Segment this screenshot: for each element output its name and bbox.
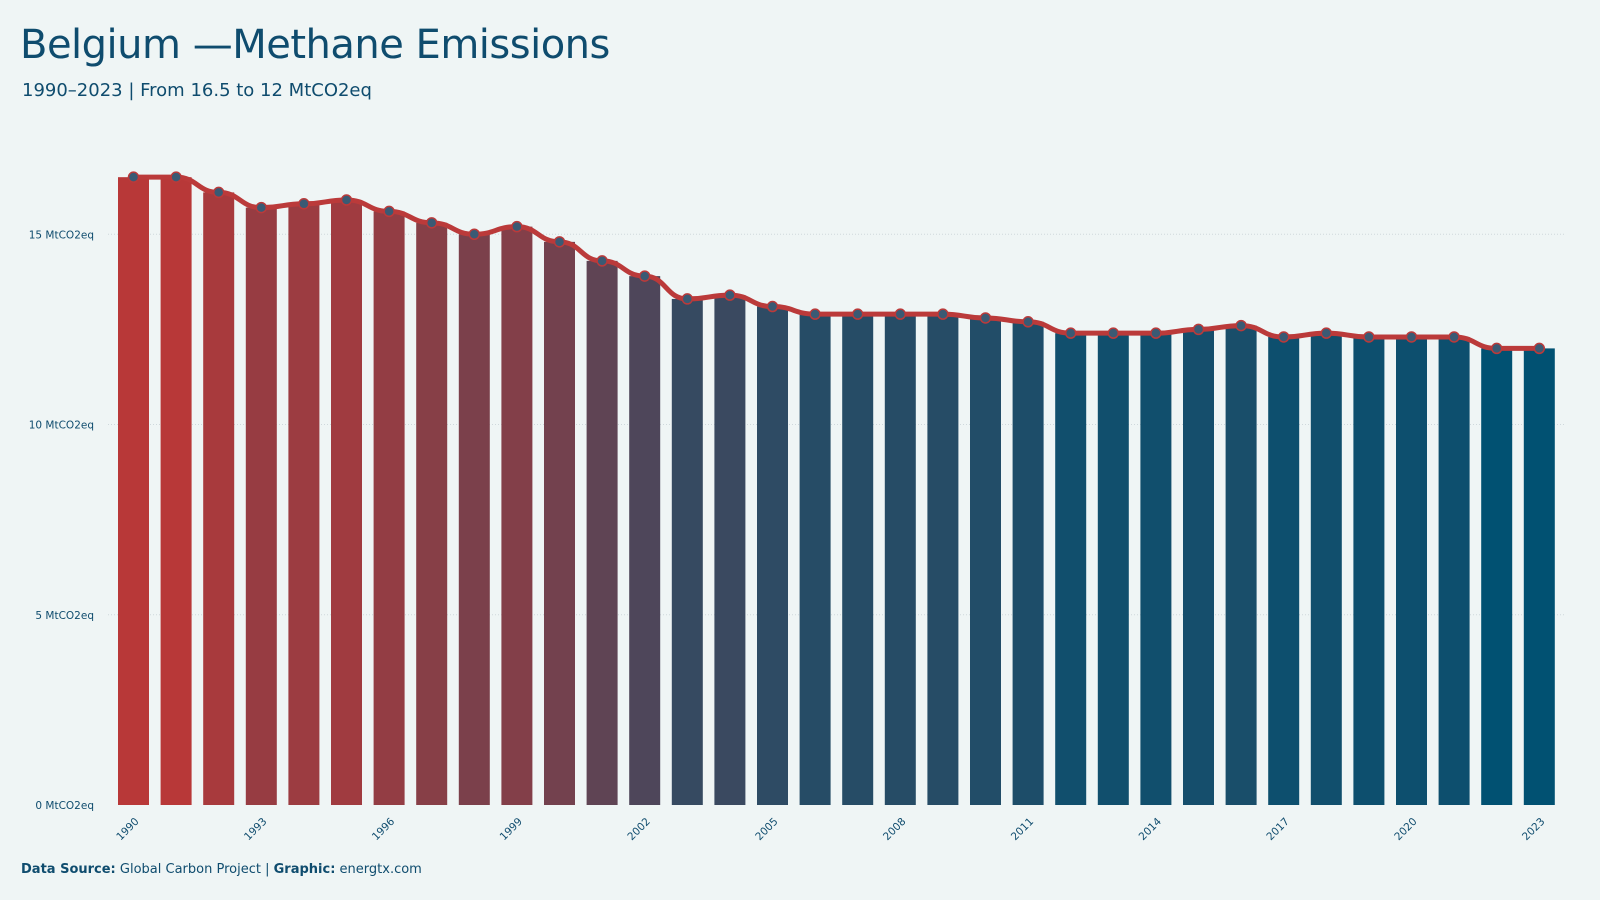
bar-1991 — [160, 177, 192, 806]
point-2005 — [766, 300, 779, 313]
bar-2006 — [799, 314, 831, 805]
x-tick-label: 1996 — [370, 815, 398, 843]
bar-1992 — [203, 192, 235, 805]
bar-2012 — [1055, 333, 1087, 805]
bar-2014 — [1140, 333, 1172, 805]
bar-1997 — [416, 222, 448, 805]
bar-2007 — [842, 314, 874, 805]
point-2007 — [851, 308, 864, 320]
x-tick-label: 1990 — [114, 816, 141, 843]
point-2023 — [1533, 342, 1546, 355]
bar-1996 — [373, 211, 405, 806]
point-2019 — [1363, 331, 1375, 343]
x-tick-label: 2017 — [1264, 816, 1291, 843]
bar-2000 — [544, 241, 575, 806]
x-tick-label: 2023 — [1520, 816, 1547, 843]
chart-title: Belgium —Methane Emissions — [20, 22, 610, 68]
point-2017 — [1277, 331, 1290, 343]
graphic-label: Graphic: — [273, 862, 336, 877]
x-tick-label: 1993 — [242, 816, 269, 843]
bar-2022 — [1481, 348, 1513, 805]
markers — [127, 171, 1546, 355]
point-1995 — [340, 194, 353, 206]
point-1997 — [425, 217, 438, 229]
bar-2009 — [927, 314, 959, 805]
source-value: Global Carbon Project — [119, 862, 261, 877]
point-2010 — [979, 312, 992, 324]
bar-2021 — [1438, 336, 1470, 805]
x-tick-label: 2002 — [625, 816, 652, 843]
bar-2003 — [671, 298, 703, 805]
point-2020 — [1405, 331, 1418, 343]
x-tick-label: 1999 — [498, 816, 525, 843]
bar-2020 — [1396, 336, 1427, 805]
bar-2015 — [1183, 329, 1214, 805]
point-2002 — [638, 270, 651, 282]
point-2001 — [596, 255, 608, 267]
source-label: Data Source: — [21, 862, 116, 877]
point-1996 — [383, 205, 395, 218]
point-2006 — [809, 308, 821, 320]
bar-2018 — [1310, 333, 1342, 805]
bar-2001 — [586, 260, 618, 805]
bar-1995 — [331, 200, 362, 805]
x-tick-label: 2011 — [1009, 816, 1036, 843]
point-1994 — [298, 198, 310, 210]
bars — [118, 177, 1555, 806]
point-1999 — [511, 220, 523, 233]
bar-2019 — [1353, 336, 1385, 805]
y-tick-label: 10 MtCO2eq — [29, 420, 94, 432]
point-2013 — [1107, 327, 1120, 339]
y-tick-label: 15 MtCO2eq — [29, 229, 94, 241]
point-1992 — [212, 186, 225, 199]
point-2011 — [1022, 316, 1034, 328]
point-2009 — [937, 308, 949, 320]
bar-2008 — [884, 314, 916, 805]
graphic-value[interactable]: energtx.com — [339, 862, 422, 877]
x-tick-label: 2005 — [753, 816, 780, 843]
y-gridlines — [108, 233, 1566, 616]
bar-2011 — [1012, 321, 1044, 805]
chart-footer: Data Source: Global Carbon Project | Gra… — [21, 862, 422, 877]
point-2015 — [1192, 323, 1205, 336]
bar-1999 — [501, 226, 533, 805]
bar-2002 — [629, 276, 661, 806]
chart-subtitle: 1990–2023 | From 16.5 to 12 MtCO2eq — [22, 80, 372, 101]
bar-1998 — [458, 234, 490, 805]
bar-2013 — [1097, 333, 1129, 805]
point-1998 — [468, 228, 481, 240]
point-2003 — [681, 293, 694, 305]
footer-separator: | — [265, 862, 270, 877]
bar-2016 — [1225, 325, 1257, 805]
point-1990 — [127, 171, 140, 183]
bar-2010 — [970, 317, 1001, 805]
x-tick-label: 2008 — [881, 816, 908, 843]
point-2022 — [1490, 342, 1503, 355]
bar-2004 — [714, 295, 746, 805]
bar-2017 — [1268, 336, 1300, 805]
y-tick-label: 5 MtCO2eq — [35, 610, 94, 622]
x-tick-label: 2020 — [1392, 816, 1419, 843]
point-2012 — [1064, 327, 1077, 339]
bar-1993 — [245, 207, 277, 806]
point-2014 — [1150, 327, 1162, 339]
point-2018 — [1320, 327, 1333, 339]
x-tick-label: 2014 — [1137, 815, 1165, 843]
point-1993 — [255, 201, 268, 214]
y-tick-label: 0 MtCO2eq — [35, 800, 94, 812]
trend-line — [131, 174, 1542, 351]
point-2016 — [1235, 319, 1247, 332]
point-2021 — [1448, 331, 1460, 343]
point-2000 — [553, 236, 566, 248]
point-2008 — [894, 308, 907, 320]
point-1991 — [170, 171, 182, 183]
point-2004 — [724, 289, 736, 301]
bar-2005 — [757, 306, 788, 805]
bar-1994 — [288, 203, 320, 805]
bar-1990 — [118, 177, 149, 806]
bar-2023 — [1523, 348, 1555, 805]
